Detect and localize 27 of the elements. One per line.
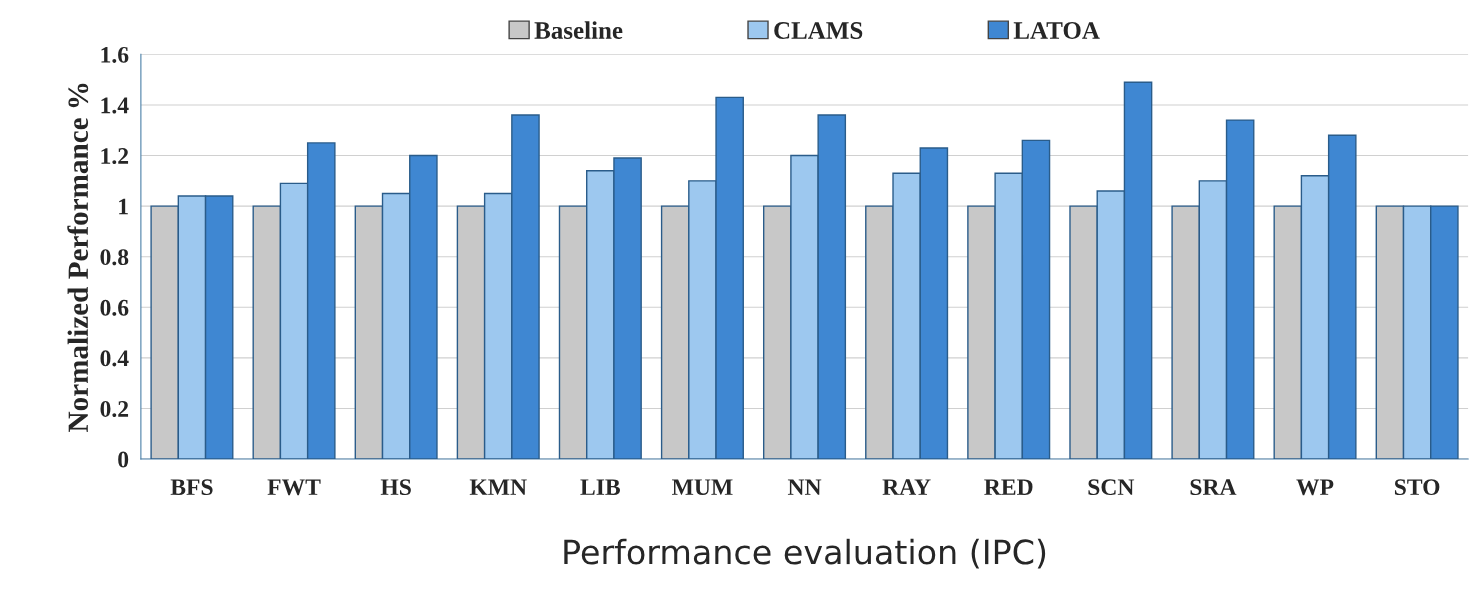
y-tick-label: 0.6 [100, 299, 129, 316]
x-axis-title: Performance evaluation (IPC) [564, 538, 1046, 569]
y-tick-label: 1.2 [101, 148, 129, 165]
y-tick-label: 1 [119, 198, 128, 215]
legend-label: LATOA [1013, 22, 1100, 39]
legend-label: Baseline [534, 21, 623, 39]
x-tick-label: LIB [580, 479, 621, 495]
legend-label: CLAMS [774, 22, 863, 39]
x-tick-label: FWT [267, 479, 321, 496]
x-tick-label: STO [1394, 479, 1440, 496]
x-tick-label: BFS [170, 479, 213, 496]
y-tick-label: 0.4 [100, 350, 129, 367]
x-tick-label: SRA [1190, 479, 1237, 496]
x-tick-label: MUM [672, 479, 733, 496]
x-tick-label: WP [1296, 479, 1334, 496]
y-axis-title: Normalized Performance % [67, 83, 89, 432]
y-tick-label: 1.6 [101, 46, 129, 63]
y-tick-label: 0.2 [100, 400, 129, 417]
x-tick-label: SCN [1088, 479, 1135, 496]
y-tick-label: 1.4 [101, 97, 129, 114]
x-tick-label: RED [984, 479, 1033, 495]
x-tick-label: RAY [882, 479, 931, 495]
y-tick-label: 0 [118, 451, 129, 468]
x-tick-label: KMN [469, 479, 527, 495]
x-tick-label: HS [380, 479, 411, 496]
x-tick-label: NN [787, 479, 822, 495]
y-tick-label: 0.8 [100, 249, 129, 266]
